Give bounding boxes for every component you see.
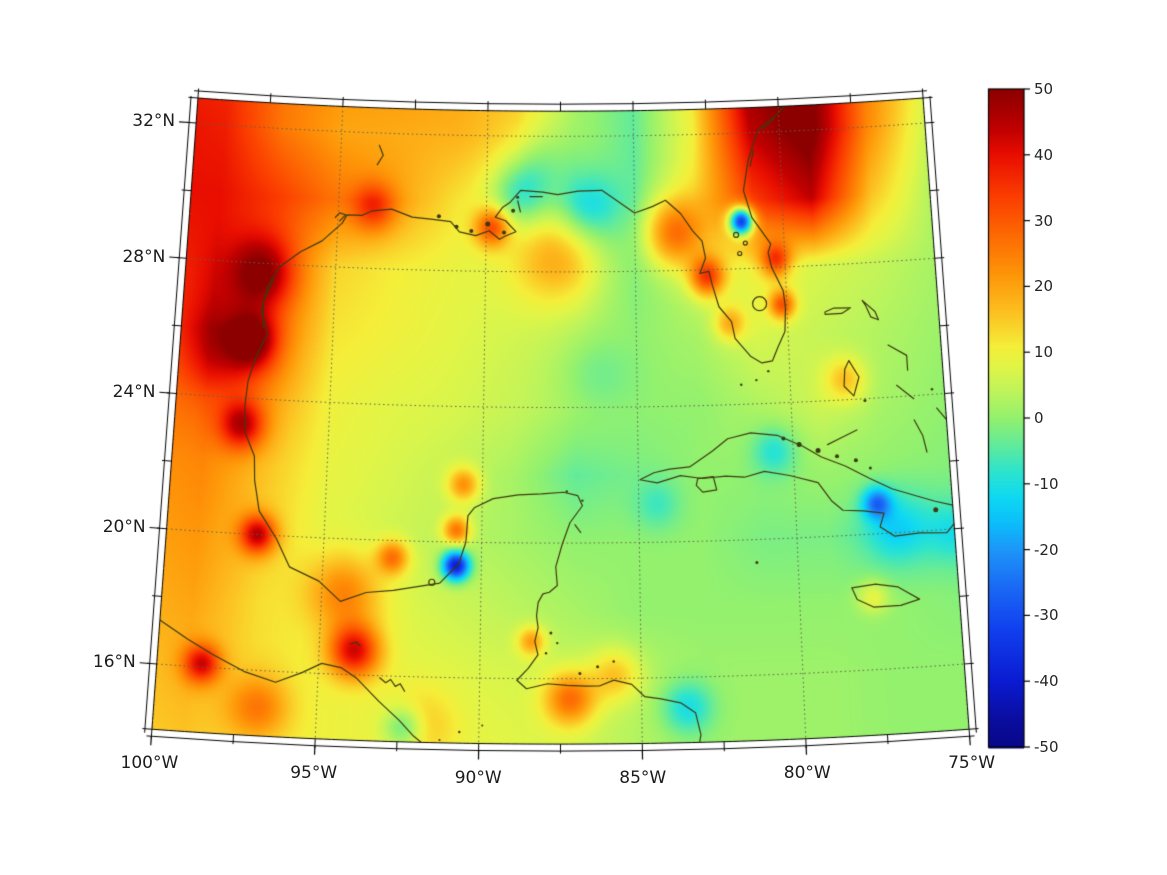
lat-tick-label-28°N: 28°N: [122, 246, 166, 267]
colorbar-tick-label--10: -10: [1034, 474, 1059, 493]
colorbar-tick-label--50: -50: [1034, 738, 1059, 756]
colorbar-tick-label-10: 10: [1034, 343, 1054, 362]
lon-tick-label-75°W: 75°W: [948, 753, 996, 774]
colorbar-tick-label-30: 30: [1034, 211, 1054, 230]
colorbar-tick-label-40: 40: [1034, 145, 1054, 164]
lat-tick-label-24°N: 24°N: [112, 381, 156, 402]
lat-tick-label-20°N: 20°N: [102, 517, 146, 538]
colorbar-tick-label--30: -30: [1034, 606, 1059, 625]
lon-tick-label-95°W: 95°W: [290, 762, 338, 783]
colorbar-tick-label-50: 50: [1034, 80, 1054, 98]
lat-tick-label-32°N: 32°N: [132, 111, 176, 132]
lon-tick-label-100°W: 100°W: [120, 753, 179, 774]
lon-tick-label-90°W: 90°W: [454, 767, 502, 788]
lat-tick-label-16°N: 16°N: [92, 652, 136, 673]
lon-tick-label-85°W: 85°W: [619, 767, 667, 788]
lon-tick-label-80°W: 80°W: [783, 762, 831, 783]
colorbar-tick-label--40: -40: [1034, 672, 1059, 691]
colorbar-tick-label-0: 0: [1034, 409, 1044, 427]
colorbar-tick-label--20: -20: [1034, 540, 1059, 559]
colorbar-tick-label-20: 20: [1034, 277, 1054, 296]
